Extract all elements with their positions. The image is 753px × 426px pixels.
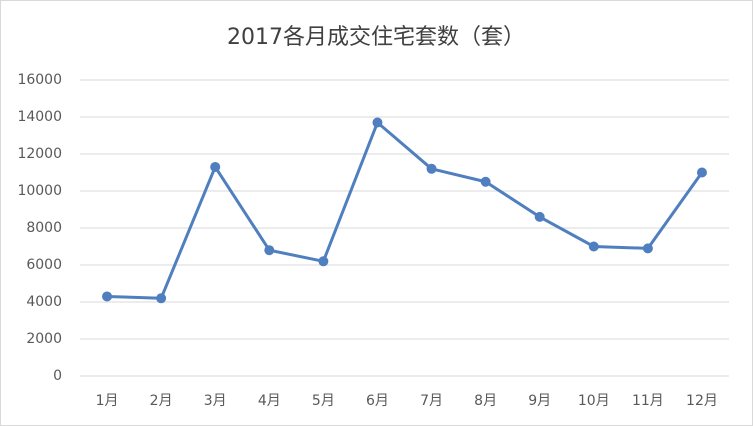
x-tick-label: 4月 [258, 393, 281, 409]
marker [588, 241, 599, 252]
line [106, 121, 704, 300]
y-tick-label: 14000 [17, 109, 62, 125]
marker [210, 161, 221, 172]
marker [156, 293, 167, 304]
x-tick-label: 12月 [686, 393, 718, 409]
marker [318, 256, 329, 267]
marker [696, 167, 707, 178]
y-tick-label: 4000 [26, 294, 62, 310]
x-tick-label: 3月 [204, 393, 227, 409]
y-tick-label: 6000 [26, 257, 62, 273]
x-tick-label: 6月 [366, 393, 389, 409]
y-tick-label: 12000 [17, 146, 62, 162]
marker [642, 243, 653, 254]
x-tick-label: 2月 [150, 393, 173, 409]
marker [102, 291, 113, 302]
chart-title: 2017各月成交住宅套数（套） [227, 25, 525, 50]
marker [264, 245, 275, 256]
x-tick-label: 7月 [420, 393, 443, 409]
y-tick-label: 2000 [26, 331, 62, 347]
y-tick-label: 0 [53, 368, 62, 384]
marker [372, 117, 383, 128]
x-tick-label: 11月 [632, 393, 664, 409]
x-tick-label: 5月 [312, 393, 335, 409]
marker [534, 211, 545, 222]
y-tick-label: 10000 [17, 183, 62, 199]
marker [480, 176, 491, 187]
x-tick-label: 9月 [528, 393, 551, 409]
x-tick-label: 1月 [96, 393, 119, 409]
x-tick-label: 8月 [474, 393, 497, 409]
marker [426, 163, 437, 174]
y-tick-label: 16000 [17, 72, 62, 88]
y-tick-label: 8000 [26, 220, 62, 236]
x-tick-label: 10月 [578, 393, 610, 409]
